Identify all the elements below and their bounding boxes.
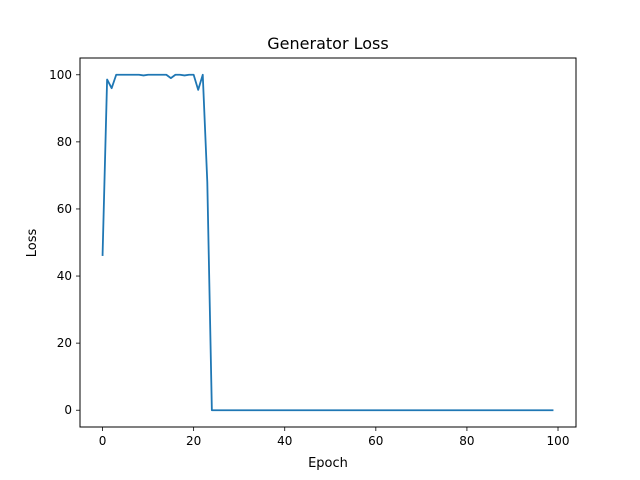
x-tick-label: 80 bbox=[459, 434, 474, 448]
y-tick-label: 20 bbox=[57, 336, 72, 350]
y-axis-label: Loss bbox=[25, 229, 40, 258]
y-axis-ticks: 0 20 40 60 80 100 bbox=[49, 68, 80, 417]
x-tick-label: 40 bbox=[277, 434, 292, 448]
x-tick-label: 60 bbox=[368, 434, 383, 448]
chart-title: Generator Loss bbox=[267, 34, 388, 53]
plot-area: 0 20 40 60 80 100 0 20 40 60 80 100 bbox=[49, 57, 577, 448]
y-tick-label: 40 bbox=[57, 269, 72, 283]
x-tick-label: 0 bbox=[99, 434, 107, 448]
x-axis-ticks: 0 20 40 60 80 100 bbox=[99, 427, 570, 448]
y-tick-label: 80 bbox=[57, 135, 72, 149]
plot-frame bbox=[79, 57, 577, 428]
y-tick-label: 0 bbox=[64, 403, 72, 417]
x-axis-label: Epoch bbox=[308, 456, 348, 471]
x-tick-label: 20 bbox=[186, 434, 201, 448]
x-tick-label: 100 bbox=[547, 434, 570, 448]
series-line bbox=[101, 73, 554, 412]
y-tick-label: 60 bbox=[57, 202, 72, 216]
y-tick-label: 100 bbox=[49, 68, 72, 82]
